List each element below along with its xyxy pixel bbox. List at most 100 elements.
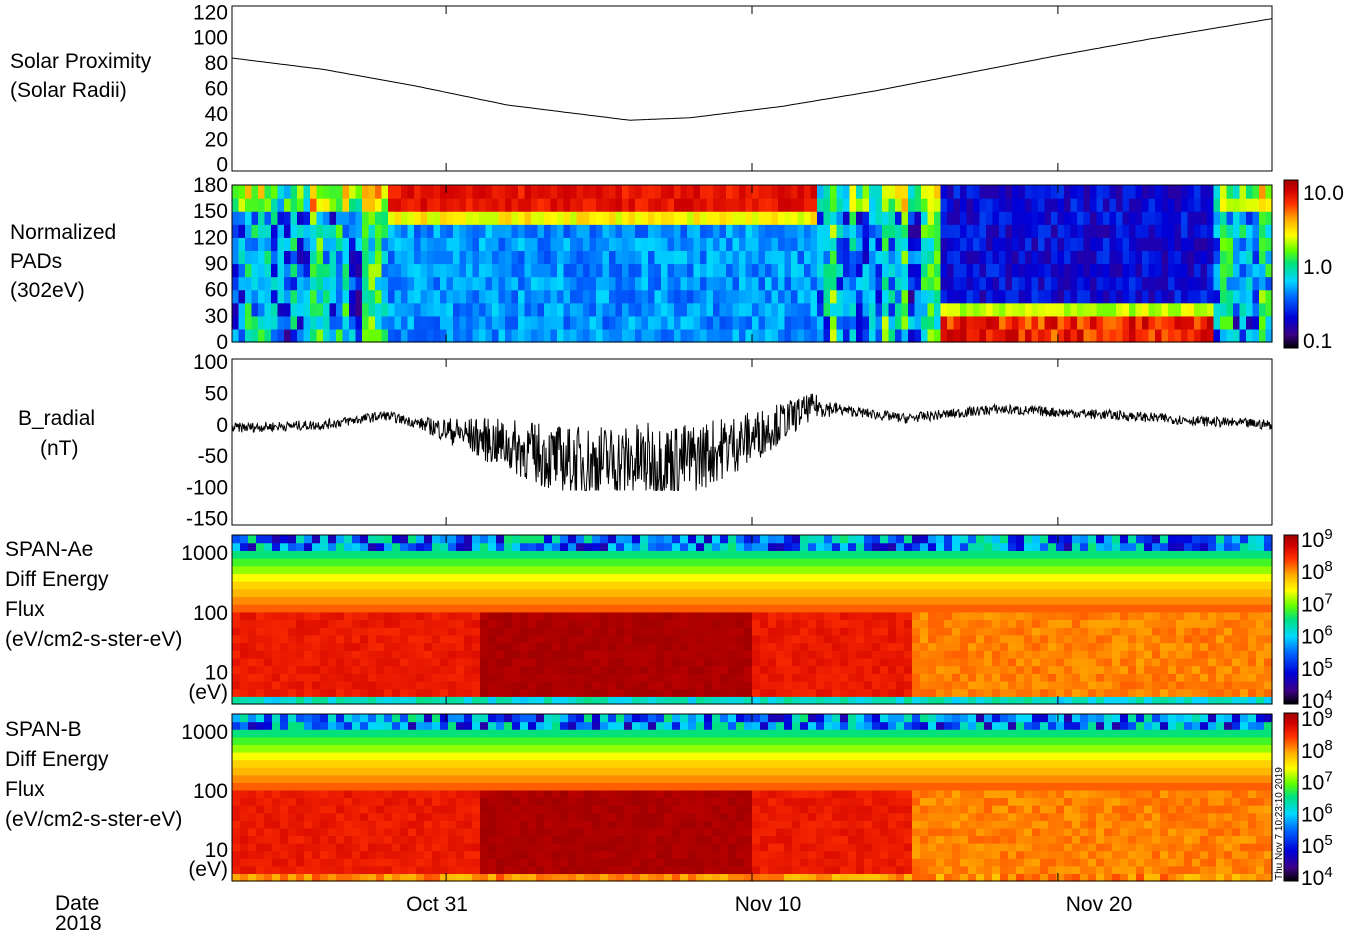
heatmap-cell <box>245 302 253 317</box>
heatmap-cell <box>960 535 969 544</box>
heatmap-cell <box>1072 634 1081 644</box>
heatmap-cell <box>895 276 903 291</box>
heatmap-cell <box>232 850 241 859</box>
heatmap-cell <box>726 185 734 199</box>
heatmap-cell <box>776 604 785 613</box>
heatmap-cell <box>999 289 1007 304</box>
heatmap-cell <box>1038 263 1046 278</box>
heatmap-cell <box>901 302 909 317</box>
heatmap-cell <box>864 688 873 697</box>
heatmap-cell <box>1161 328 1169 343</box>
heatmap-cell <box>248 642 257 651</box>
heatmap-cell <box>568 619 577 628</box>
heatmap-cell <box>232 185 240 199</box>
heatmap-cell <box>768 550 777 559</box>
heatmap-cell <box>1248 611 1257 621</box>
heatmap-cell <box>248 627 257 636</box>
heatmap-cell <box>778 250 786 265</box>
heatmap-cell <box>570 250 578 265</box>
heatmap-cell <box>1090 289 1098 304</box>
heatmap-cell <box>952 588 961 598</box>
heatmap-cell <box>664 665 673 674</box>
heatmap-cell <box>688 688 697 697</box>
heatmap-cell <box>921 185 929 199</box>
heatmap-cell <box>272 736 281 745</box>
heatmap-cell <box>700 302 708 317</box>
heatmap-cell <box>453 250 461 265</box>
heatmap-cell <box>680 665 689 674</box>
heatmap-cell <box>1248 680 1257 690</box>
heatmap-cell <box>570 263 578 278</box>
heatmap-cell <box>1048 596 1057 605</box>
heatmap-cell <box>388 198 396 212</box>
heatmap-cell <box>661 250 669 265</box>
heatmap-cell <box>304 558 313 567</box>
heatmap-cell <box>784 673 793 682</box>
heatmap-cell <box>536 673 545 682</box>
heatmap-cell <box>528 588 537 598</box>
heatmap-cell <box>466 328 474 343</box>
heatmap-cell <box>856 315 864 330</box>
heatmap-cell <box>368 276 376 291</box>
heatmap-cell <box>720 696 729 705</box>
heatmap-cell <box>640 650 649 659</box>
heatmap-cell <box>615 289 623 304</box>
heatmap-cell <box>355 302 363 317</box>
heatmap-cell <box>696 611 705 621</box>
heatmap-cell <box>368 198 376 212</box>
heatmap-cell <box>1220 315 1228 330</box>
heatmap-cell <box>1112 542 1121 551</box>
heatmap-cell <box>592 596 601 605</box>
heatmap-cell <box>1148 250 1156 265</box>
heatmap-cell <box>640 673 649 682</box>
heatmap-cell <box>1248 581 1257 590</box>
heatmap-cell <box>336 665 345 674</box>
heatmap-cell <box>696 535 705 544</box>
heatmap-cell <box>256 736 265 745</box>
heatmap-cell <box>927 328 935 343</box>
heatmap-cell <box>432 604 441 613</box>
heatmap-cell <box>992 224 1000 238</box>
heatmap-cell <box>664 581 673 590</box>
heatmap-cell <box>472 211 480 225</box>
heatmap-cell <box>1208 588 1217 598</box>
heatmap-cell <box>400 581 409 590</box>
heatmap-cell <box>303 328 311 343</box>
heatmap-cell <box>290 224 298 238</box>
heatmap-cell <box>424 627 433 636</box>
heatmap-cell <box>448 673 457 682</box>
heatmap-cell <box>355 250 363 265</box>
heatmap-cell <box>408 688 417 697</box>
heatmap-cell <box>800 680 809 690</box>
heatmap-cell <box>696 581 705 590</box>
heatmap-cell <box>944 558 953 567</box>
heatmap-cell <box>1168 665 1177 674</box>
heatmap-cell <box>552 650 561 659</box>
heatmap-cell <box>1226 302 1234 317</box>
heatmap-cell <box>944 565 953 575</box>
heatmap-cell <box>843 276 851 291</box>
heatmap-cell <box>355 185 363 199</box>
heatmap-cell <box>240 865 249 875</box>
heatmap-cell <box>466 185 474 199</box>
heatmap-cell <box>312 665 321 674</box>
heatmap-cell <box>760 673 769 682</box>
heatmap-cell <box>992 642 1001 651</box>
heatmap-cell <box>1200 535 1209 544</box>
heatmap-cell <box>256 843 265 852</box>
heatmap-cell <box>693 224 701 238</box>
heatmap-cell <box>728 688 737 697</box>
heatmap-cell <box>1072 581 1081 590</box>
heatmap-cell <box>336 604 345 613</box>
heatmap-cell <box>832 680 841 690</box>
heatmap-cell <box>240 805 249 814</box>
heatmap-cell <box>1122 302 1130 317</box>
heatmap-cell <box>1152 673 1161 682</box>
heatmap-cell <box>440 224 448 238</box>
heatmap-cell <box>496 650 505 659</box>
heatmap-cell <box>1136 558 1145 567</box>
heatmap-cell <box>296 535 305 544</box>
heatmap-cell <box>394 263 402 278</box>
heatmap-cell <box>256 865 265 875</box>
heatmap-cell <box>1025 185 1033 199</box>
